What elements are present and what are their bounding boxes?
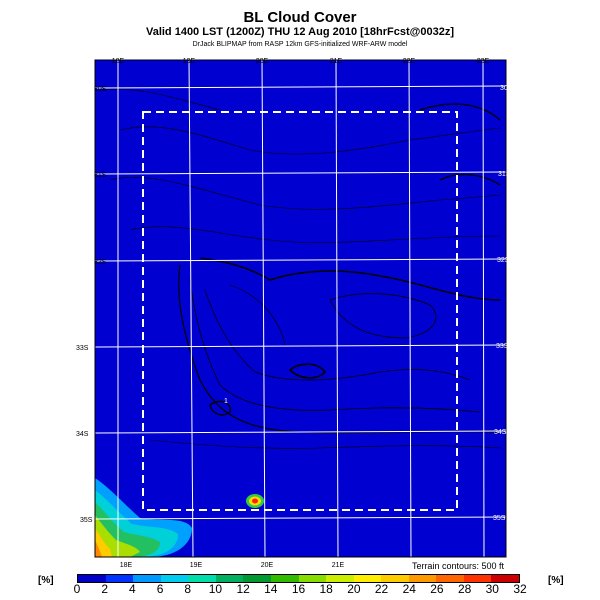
cloud-cover-plume: [95, 478, 192, 557]
lat-lon-grid: [94, 59, 507, 558]
lat-label: 32S: [497, 257, 510, 264]
colorbar-tick-label: 12: [236, 582, 250, 596]
colorbar-swatch: [133, 575, 161, 582]
lon-label: 21E: [330, 58, 343, 65]
map-subtitle: Valid 1400 LST (1200Z) THU 12 Aug 2010 […: [145, 26, 455, 38]
colorbar-tick-label: 22: [374, 582, 389, 596]
cloud-hotspot: [246, 494, 264, 508]
colorbar-swatch: [436, 575, 464, 582]
colorbar-tick-label: 26: [430, 582, 444, 596]
colorbar-tick-label: 30: [485, 582, 499, 596]
lon-label: 18E: [120, 562, 133, 569]
terrain-contour-note: Terrain contours: 500 ft: [411, 561, 504, 571]
lon-label: 20E: [261, 562, 274, 569]
map-border: [94, 59, 507, 558]
map-field: [95, 60, 506, 557]
top-lon-labels: 18E 19E 20E 21E 22E 23E: [112, 58, 490, 65]
lat-label: 32S: [94, 259, 107, 266]
colorbar-swatch: [326, 575, 354, 582]
lon-label: 19E: [190, 562, 203, 569]
colorbar-swatch: [381, 575, 409, 582]
colorbar-tick-label: 14: [264, 582, 278, 596]
lat-label: 31S: [498, 171, 511, 178]
lon-label: 18E: [112, 58, 125, 65]
colorbar-swatch: [78, 575, 106, 582]
lon-label: 21E: [332, 562, 345, 569]
colorbar-tick-label: 2: [101, 582, 109, 596]
lon-label: 22E: [403, 58, 416, 65]
lat-label: 33S: [76, 345, 89, 352]
lat-label: 34S: [494, 429, 507, 436]
colorbar-swatch: [188, 575, 216, 582]
lat-label: 34S: [76, 431, 89, 438]
colorbar-tick-label: 4: [129, 582, 136, 596]
lat-label: 35S: [493, 515, 506, 522]
colorbar-swatch: [160, 575, 189, 582]
colorbar-swatch: [491, 575, 519, 582]
map-title: BL Cloud Cover: [243, 9, 357, 26]
colorbar-tick-label: 8: [184, 582, 192, 596]
colorbar-swatch: [353, 575, 382, 582]
colorbar-tick-label: 20: [347, 582, 361, 596]
left-lat-labels: 30S 31S 32S 33S 34S 35S: [76, 86, 107, 524]
colorbar-tick-label: 16: [291, 582, 306, 596]
lat-label: 33S: [496, 343, 509, 350]
colorbar: [77, 574, 520, 583]
colorbar-swatch: [270, 575, 299, 582]
lat-label: 30S: [500, 85, 513, 92]
colorbar-swatch: [298, 575, 327, 582]
colorbar-tick-label: 28: [457, 582, 472, 596]
colorbar-unit-left: [%]: [38, 575, 54, 586]
colorbar-swatch: [243, 575, 271, 582]
colorbar-swatch: [463, 575, 492, 582]
colorbar-tick-label: 32: [513, 582, 527, 596]
inner-domain-box: [142, 111, 458, 511]
colorbar-tick-label: 24: [402, 582, 416, 596]
colorbar-swatch: [215, 575, 244, 582]
right-lat-labels: 30S 31S 32S 33S 34S 35S: [493, 85, 513, 522]
lon-label: 19E: [183, 58, 196, 65]
lon-label: 23E: [477, 58, 490, 65]
bottom-lon-labels: 18E 19E 20E 21E: [120, 562, 345, 569]
colorbar-tick-label: 18: [319, 582, 333, 596]
lat-label: 30S: [94, 86, 107, 93]
colorbar-tick-label: 0: [73, 582, 81, 596]
colorbar-tick-label: 6: [156, 582, 164, 596]
colorbar-tick-label: 10: [208, 582, 223, 596]
lon-label: 20E: [256, 58, 269, 65]
lat-label: 35S: [80, 517, 93, 524]
lat-label: 31S: [94, 172, 107, 179]
colorbar-swatch: [105, 575, 134, 582]
colorbar-unit-right: [%]: [548, 575, 564, 586]
colorbar-swatch: [408, 575, 437, 582]
station-point-label: 1: [224, 398, 228, 405]
map-credit: DrJack BLIPMAP from RASP 12km GFS-initia…: [192, 41, 408, 48]
